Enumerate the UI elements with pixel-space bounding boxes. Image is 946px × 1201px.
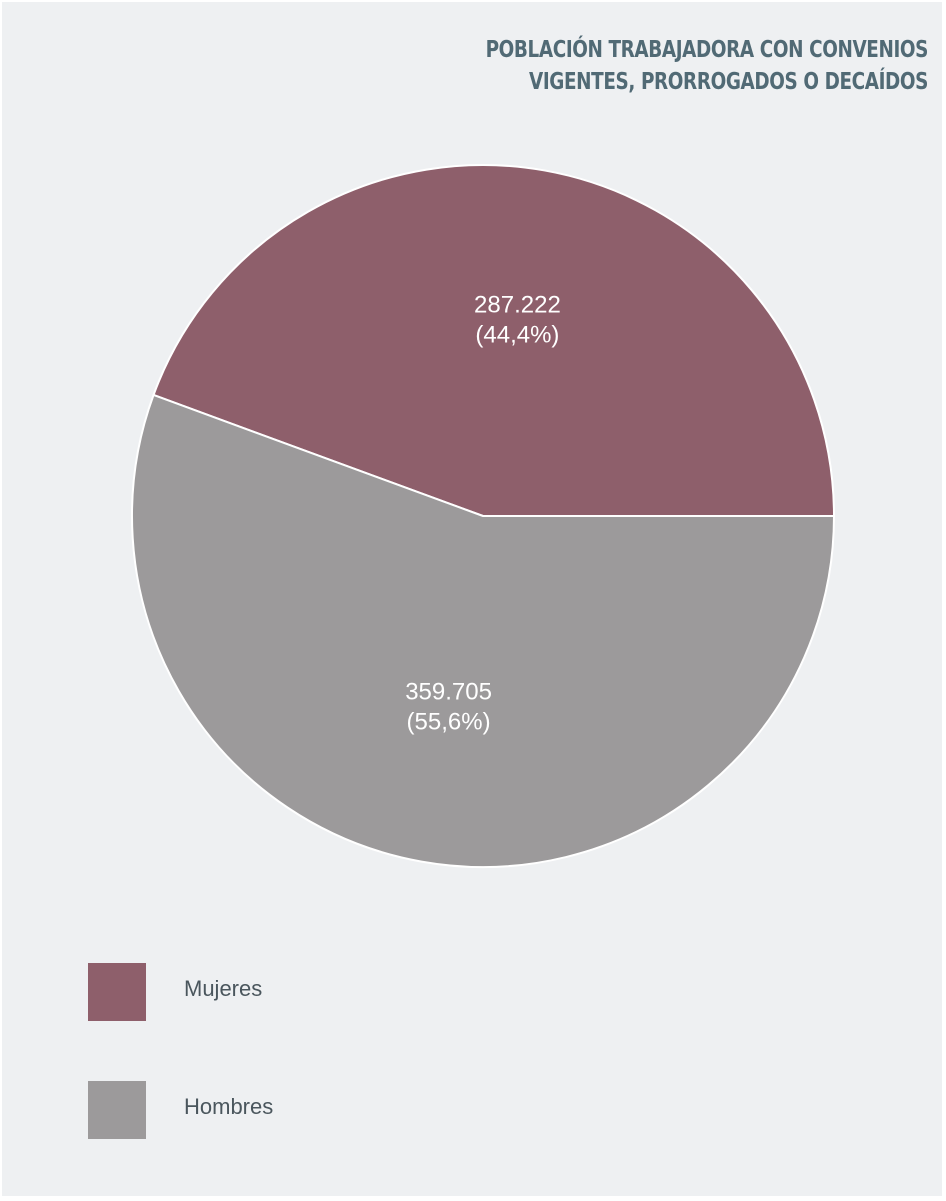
legend-label-hombres: Hombres <box>184 1094 274 1119</box>
slice-percent-label-mujeres: (44,4%) <box>475 321 559 348</box>
slice-percent-label-hombres: (55,6%) <box>407 709 491 736</box>
legend-label-mujeres: Mujeres <box>184 976 263 1001</box>
chart-title-line-2: VIGENTES, PRORROGADOS O DECAÍDOS <box>529 69 928 95</box>
slice-value-label-hombres: 359.705 <box>405 679 492 706</box>
pie-slice-mujeres <box>152 164 835 517</box>
slice-value-label-mujeres: 287.222 <box>474 291 561 318</box>
legend-swatch-mujeres <box>88 963 146 1021</box>
chart-title-line-1: POBLACIÓN TRABAJADORA CON CONVENIOS <box>485 37 929 63</box>
legend-swatch-hombres <box>88 1081 146 1139</box>
pie-slice-hombres <box>131 393 835 868</box>
chart-title: POBLACIÓN TRABAJADORA CON CONVENIOS VIGE… <box>368 34 929 98</box>
